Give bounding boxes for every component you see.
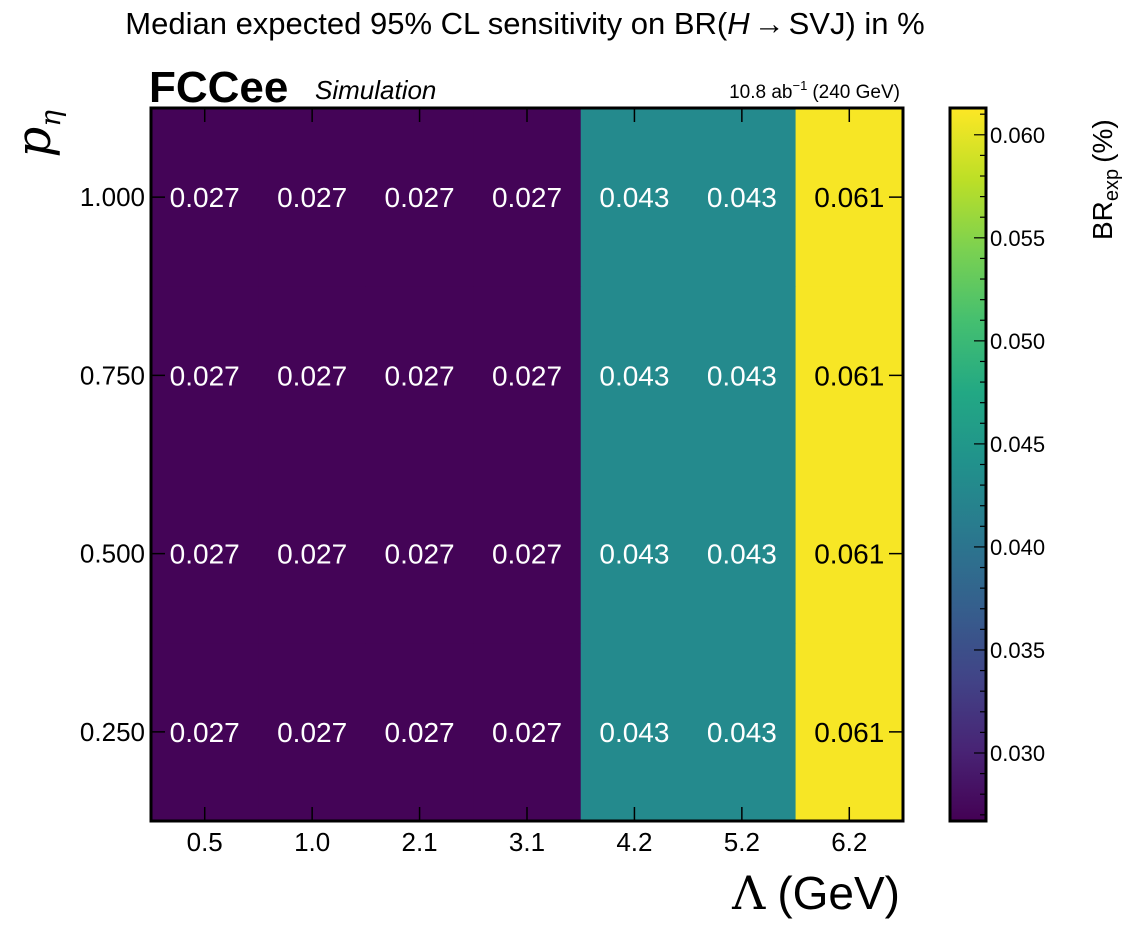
colorbar-tick-label: 0.055 [990,226,1045,251]
heatmap-cell [151,464,259,644]
x-tick-label: 0.5 [187,827,223,857]
cell-value-label: 0.061 [814,360,884,391]
cell-value-label: 0.027 [492,182,562,213]
y-axis-ticks: 0.250 0.500 0.750 1.000 [80,182,903,747]
colorbar-tick-label: 0.035 [990,638,1045,663]
cell-value-label: 0.043 [707,360,777,391]
x-tick-label: 4.2 [616,827,652,857]
y-tick-label: 0.500 [80,539,145,569]
heatmap-cell [795,642,904,822]
x-tick-label: 5.2 [724,827,760,857]
heatmap-cells [151,108,904,822]
y-axis-label: pη [6,110,67,158]
heatmap-cell [473,642,582,822]
y-tick-label: 0.250 [80,717,145,747]
heatmap-cell [258,464,367,644]
heatmap-cell [151,642,259,822]
luminosity-label: 10.8 ab−1 (240 GeV) [729,78,900,103]
heatmap-cell [151,108,259,287]
svg-text:pη: pη [6,110,67,158]
simulation-label: Simulation [315,75,436,105]
cell-value-label: 0.027 [277,539,347,570]
heatmap-cell-labels: 0.027 0.027 0.027 0.027 0.043 0.043 0.061 0.027… [170,182,885,748]
heatmap-cell [580,642,689,822]
colorbar-tick-label: 0.060 [990,123,1045,148]
heatmap-cell [688,108,797,287]
cell-value-label: 0.027 [170,182,240,213]
cell-value-label: 0.027 [170,717,240,748]
heatmap-cell [688,464,797,644]
cell-value-label: 0.027 [492,717,562,748]
experiment-label: FCCee [149,63,288,112]
cell-value-label: 0.061 [814,182,884,213]
cell-value-label: 0.027 [385,360,455,391]
cell-value-label: 0.043 [707,717,777,748]
heatmap-cell [580,286,689,465]
heatmap-cell [473,286,582,465]
colorbar-tick-label: 0.040 [990,535,1045,560]
cell-value-label: 0.027 [277,717,347,748]
cell-value-label: 0.027 [277,182,347,213]
heatmap-cell [473,464,582,644]
x-tick-label: 1.0 [294,827,330,857]
cell-value-label: 0.027 [385,717,455,748]
y-tick-label: 0.750 [80,360,145,390]
cell-value-label: 0.043 [707,539,777,570]
heatmap-cell [151,286,259,465]
heatmap-cell [365,642,474,822]
cell-value-label: 0.061 [814,717,884,748]
colorbar-label: BRexp(%) [1087,119,1123,240]
x-tick-label: 6.2 [831,827,867,857]
cell-value-label: 0.043 [707,182,777,213]
svg-text:BRexp(%): BRexp(%) [1087,119,1123,240]
cell-value-label: 0.027 [385,182,455,213]
heatmap-cell [258,286,367,465]
heatmap-cell [580,464,689,644]
cell-value-label: 0.043 [599,539,669,570]
colorbar-tick-label: 0.050 [990,329,1045,354]
cell-value-label: 0.043 [599,360,669,391]
x-tick-label: 2.1 [401,827,437,857]
cell-value-label: 0.027 [277,360,347,391]
cell-value-label: 0.027 [385,539,455,570]
colorbar-tick-label: 0.045 [990,432,1045,457]
cell-value-label: 0.043 [599,717,669,748]
heatmap-cell [795,464,904,644]
cell-value-label: 0.061 [814,539,884,570]
x-axis-label: Λ (GeV) [731,866,900,920]
heatmap-cell [365,108,474,287]
heatmap-cell [688,642,797,822]
cell-value-label: 0.043 [599,182,669,213]
cell-value-label: 0.027 [170,360,240,391]
heatmap-cell [365,286,474,465]
heatmap-cell [580,108,689,287]
cell-value-label: 0.027 [492,360,562,391]
heatmap-cell [795,108,904,287]
colorbar-tick-label: 0.030 [990,741,1045,766]
y-tick-label: 1.000 [80,182,145,212]
heatmap-cell [688,286,797,465]
heatmap-cell [473,108,582,287]
chart-title: Median expected 95% CL sensitivity on BR… [125,6,924,41]
cell-value-label: 0.027 [492,539,562,570]
heatmap-cell [365,464,474,644]
heatmap-cell [795,286,904,465]
heatmap-cell [258,642,367,822]
cell-value-label: 0.027 [170,539,240,570]
heatmap-cell [258,108,367,287]
x-tick-label: 3.1 [509,827,545,857]
x-axis-ticks: 0.5 1.0 2.1 3.1 4.2 5.2 6.2 [187,108,867,857]
colorbar-ticks: 0.030 0.035 0.040 0.045 0.050 0.055 0.060 [974,113,1045,816]
